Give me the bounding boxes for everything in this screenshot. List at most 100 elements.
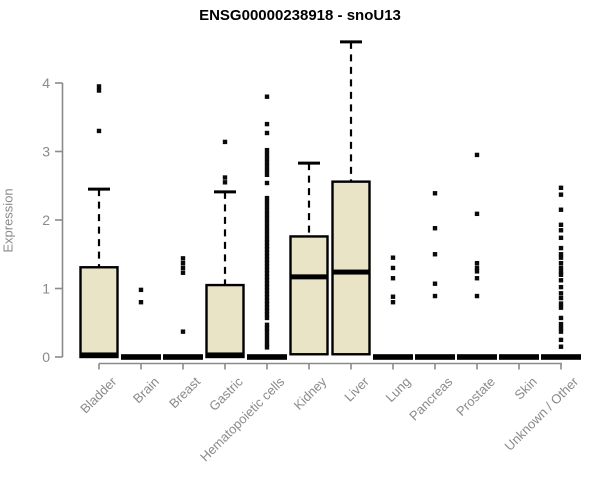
outlier-point [264, 312, 270, 317]
median-line [289, 274, 329, 280]
outlier-point [264, 172, 270, 177]
outlier-point [474, 260, 480, 266]
outlier-point [264, 121, 270, 127]
outlier-point [474, 276, 480, 281]
outlier-point [264, 180, 270, 186]
outlier-point [264, 322, 270, 328]
outlier-point [390, 294, 396, 299]
median-line [457, 354, 497, 360]
outlier-point [558, 305, 564, 310]
outlier-point [264, 305, 270, 310]
outlier-point [558, 329, 564, 334]
outlier-point [264, 326, 270, 331]
outlier-point [558, 295, 564, 301]
box-Liver [331, 180, 371, 356]
outlier-point [558, 269, 564, 275]
outlier-point [264, 208, 270, 213]
outlier-point [558, 252, 564, 257]
y-tick-label: 2 [42, 212, 50, 228]
outlier-point [558, 185, 564, 191]
outlier-point [264, 212, 270, 217]
outlier-point [558, 207, 564, 212]
y-tick-label: 3 [42, 144, 50, 160]
outlier-point [180, 260, 186, 266]
outlier-point [558, 291, 564, 296]
outlier-point [264, 341, 270, 347]
median-line [499, 354, 539, 360]
outlier-point [96, 84, 102, 89]
outlier-point [264, 164, 270, 169]
median-line [331, 269, 371, 275]
outlier-point [222, 180, 228, 185]
outlier-point [558, 222, 564, 227]
outlier-point [264, 247, 270, 252]
median-line [205, 352, 245, 358]
y-tick-label: 0 [42, 349, 50, 365]
outlier-point [264, 308, 270, 314]
y-tick-label: 4 [42, 75, 50, 91]
outlier-point [264, 278, 270, 283]
outlier-point [264, 329, 270, 334]
outlier-point [264, 152, 270, 157]
outlier-point [558, 272, 564, 277]
outlier-point [264, 264, 270, 269]
outlier-point [432, 226, 438, 231]
outlier-point [180, 270, 186, 275]
outlier-point [558, 284, 564, 290]
outlier-point [432, 281, 438, 286]
outlier-point [138, 300, 144, 305]
box-Gastric [205, 283, 245, 359]
outlier-point [138, 287, 144, 293]
outlier-point [264, 168, 270, 173]
outlier-point [558, 192, 564, 197]
outlier-point [264, 204, 270, 209]
outlier-point [474, 269, 480, 274]
outlier-point [264, 236, 270, 242]
outlier-point [264, 302, 270, 307]
outlier-point [96, 128, 102, 134]
outlier-point [558, 344, 564, 349]
outlier-point [264, 274, 270, 280]
outlier-point [264, 220, 270, 225]
outlier-point [264, 281, 270, 286]
outlier-point [264, 295, 270, 300]
outlier-point [264, 156, 270, 161]
outlier-point [558, 235, 564, 241]
median-line [373, 354, 413, 360]
outlier-point [264, 288, 270, 293]
outlier-point [432, 252, 438, 257]
outlier-point [432, 293, 438, 299]
outlier-point [264, 271, 270, 276]
outlier-point [558, 255, 564, 260]
outlier-point [264, 240, 270, 245]
outlier-point [558, 301, 564, 306]
outlier-point [264, 260, 270, 266]
outlier-point [474, 152, 480, 158]
outlier-point [264, 130, 270, 136]
median-line [121, 354, 161, 360]
median-line [79, 352, 119, 358]
y-tick-label: 1 [42, 281, 50, 297]
outlier-point [432, 191, 438, 196]
outlier-point [96, 88, 102, 93]
outlier-point [222, 139, 228, 145]
outlier-point [222, 175, 228, 180]
outlier-point [558, 245, 564, 251]
outlier-point [558, 265, 564, 271]
outlier-point [390, 276, 396, 281]
outlier-point [390, 300, 396, 305]
outlier-point [180, 265, 186, 271]
outlier-point [264, 337, 270, 343]
outlier-point [558, 278, 564, 283]
outlier-point [264, 250, 270, 256]
outlier-point [264, 291, 270, 297]
outlier-point [264, 232, 270, 238]
outlier-point [474, 293, 480, 299]
outlier-point [264, 284, 270, 290]
outlier-point [264, 160, 270, 165]
outlier-point [264, 199, 270, 205]
outlier-point [264, 224, 270, 230]
median-line [247, 354, 287, 360]
outlier-point [264, 216, 270, 221]
outlier-point [264, 298, 270, 304]
